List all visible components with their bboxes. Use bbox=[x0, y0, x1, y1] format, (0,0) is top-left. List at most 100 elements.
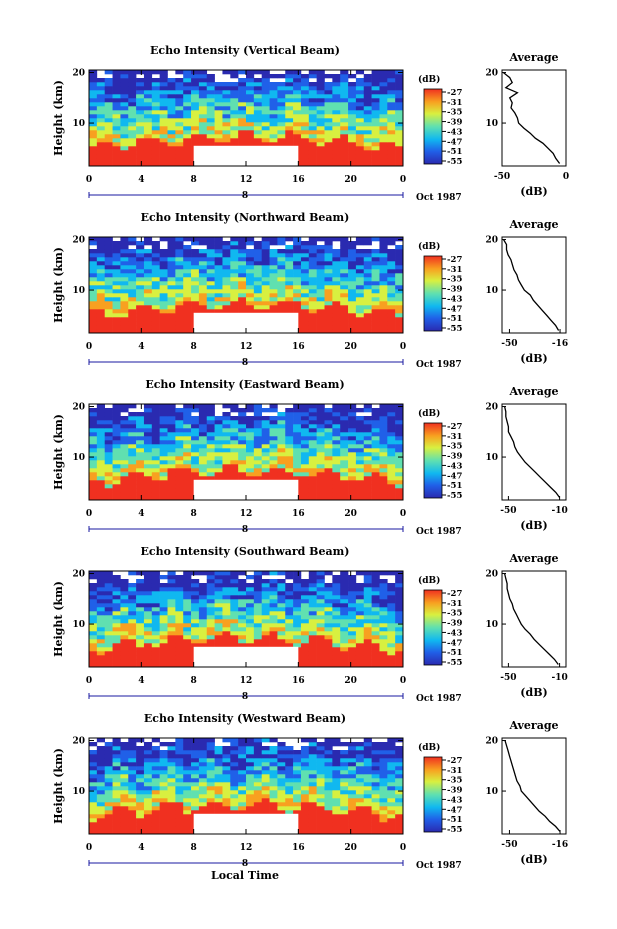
heatmap-cell bbox=[395, 778, 404, 783]
heatmap-cell bbox=[96, 134, 105, 139]
heatmap-cell bbox=[371, 297, 380, 302]
heatmap-cell bbox=[159, 416, 168, 421]
heatmap-cell bbox=[395, 305, 404, 310]
heatmap-cell bbox=[222, 444, 231, 449]
heatmap-cell bbox=[293, 786, 302, 791]
heatmap-cell bbox=[112, 102, 121, 107]
heatmap-cell bbox=[316, 428, 325, 433]
heatmap-cell bbox=[159, 778, 168, 783]
heatmap-cell bbox=[191, 122, 200, 127]
heatmap-cell bbox=[128, 293, 137, 298]
heatmap-cell bbox=[379, 90, 388, 95]
heatmap-cell bbox=[151, 738, 160, 743]
heatmap-cell bbox=[167, 647, 176, 652]
heatmap-cell bbox=[269, 138, 278, 143]
heatmap-cell bbox=[340, 249, 349, 254]
heatmap-cell bbox=[230, 281, 239, 286]
heatmap-cell bbox=[89, 428, 98, 433]
heatmap-cell bbox=[159, 428, 168, 433]
heatmap-cell bbox=[198, 408, 208, 413]
heatmap-cell bbox=[261, 134, 270, 139]
heatmap-cell bbox=[230, 464, 239, 469]
heatmap-cell bbox=[128, 309, 137, 314]
heatmap-cell bbox=[175, 627, 184, 632]
heatmap-cell bbox=[324, 659, 333, 664]
heatmap-cell bbox=[324, 241, 333, 246]
heatmap-cell bbox=[371, 583, 380, 588]
heatmap-cell bbox=[332, 635, 341, 640]
heatmap-cell bbox=[191, 643, 200, 648]
heatmap-cell bbox=[340, 452, 349, 457]
heatmap-cell bbox=[104, 762, 113, 767]
heatmap-cell bbox=[293, 595, 302, 600]
heatmap-cell bbox=[183, 265, 192, 270]
heatmap-cell bbox=[206, 750, 215, 755]
heatmap-cell bbox=[316, 798, 325, 803]
heatmap-cell bbox=[151, 86, 160, 91]
heatmap-cell bbox=[387, 90, 396, 95]
heatmap-cell bbox=[206, 746, 215, 751]
heatmap-cell bbox=[348, 309, 357, 314]
heatmap-cell bbox=[198, 599, 208, 604]
heatmap-cell bbox=[143, 416, 153, 421]
heatmap-cell bbox=[175, 464, 184, 469]
heatmap-cell bbox=[104, 420, 113, 425]
heatmap-cell bbox=[269, 754, 278, 759]
heatmap-cell bbox=[324, 329, 333, 334]
heatmap-cell bbox=[136, 611, 145, 616]
heatmap-cell bbox=[198, 436, 208, 441]
heatmap-cell bbox=[293, 591, 302, 596]
heatmap-cell bbox=[261, 639, 270, 644]
heatmap-cell bbox=[316, 452, 325, 457]
heatmap-cell bbox=[167, 786, 176, 791]
heatmap-cell bbox=[206, 281, 215, 286]
heatmap-cell bbox=[379, 615, 388, 620]
heatmap-cell bbox=[89, 663, 98, 668]
heatmap-cell bbox=[214, 631, 223, 636]
heatmap-cell bbox=[191, 106, 200, 111]
heatmap-cell bbox=[143, 583, 153, 588]
heatmap-cell bbox=[246, 476, 255, 481]
heatmap-cell bbox=[340, 412, 349, 417]
heatmap-cell bbox=[332, 774, 341, 779]
heatmap-cell bbox=[246, 420, 255, 425]
heatmap-cell bbox=[316, 623, 325, 628]
heatmap-cell bbox=[316, 269, 325, 274]
heatmap-cell bbox=[151, 150, 160, 155]
heatmap-cell bbox=[355, 432, 365, 437]
heatmap-cell bbox=[89, 138, 98, 143]
heatmap-cell bbox=[277, 603, 286, 608]
heatmap-cell bbox=[379, 770, 388, 775]
heatmap-cell bbox=[112, 285, 121, 290]
heatmap-cell bbox=[324, 484, 333, 489]
heatmap-cell bbox=[348, 138, 357, 143]
heatmap-cell bbox=[379, 599, 388, 604]
heatmap-cell bbox=[128, 810, 137, 815]
heatmap-cell bbox=[89, 826, 98, 831]
heatmap-cell bbox=[324, 758, 333, 763]
heatmap-cell bbox=[308, 241, 317, 246]
heatmap-cell bbox=[387, 587, 396, 592]
heatmap-cell bbox=[363, 158, 372, 163]
heatmap-cell bbox=[104, 448, 113, 453]
heatmap-cell bbox=[246, 603, 255, 608]
heatmap-cell bbox=[151, 456, 160, 461]
heatmap-cell bbox=[206, 74, 215, 79]
heatmap-cell bbox=[230, 639, 239, 644]
heatmap-cell bbox=[285, 619, 294, 624]
heatmap-cell bbox=[379, 774, 388, 779]
heatmap-cell bbox=[128, 237, 137, 242]
heatmap-cell bbox=[175, 496, 184, 501]
heatmap-cell bbox=[191, 261, 200, 266]
profile-frame bbox=[501, 737, 567, 835]
heatmap-cell bbox=[151, 154, 160, 159]
heatmap-cell bbox=[112, 325, 121, 330]
heatmap-cell bbox=[159, 432, 168, 437]
heatmap-cell bbox=[340, 814, 349, 819]
heatmap-cell bbox=[293, 778, 302, 783]
heatmap-cell bbox=[379, 404, 388, 409]
heatmap-cell bbox=[183, 134, 192, 139]
heatmap-cell bbox=[167, 122, 176, 127]
heatmap-cell bbox=[112, 106, 121, 111]
heatmap-cell bbox=[128, 655, 137, 660]
